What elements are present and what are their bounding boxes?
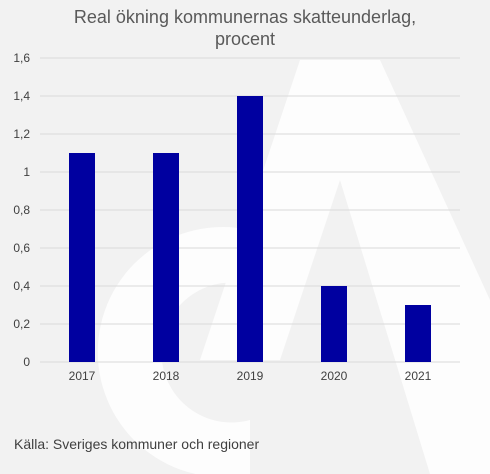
y-tick-label: 0,6 xyxy=(13,241,30,255)
x-tick-label: 2019 xyxy=(237,369,264,383)
x-tick-label: 2021 xyxy=(405,369,432,383)
bar-2018 xyxy=(153,153,179,362)
chart-title-line-1: Real ökning kommunernas skatteunderlag, xyxy=(73,7,417,27)
x-tick-label: 2017 xyxy=(69,369,96,383)
chart-title-line-2: procent xyxy=(214,29,276,49)
bar-2019 xyxy=(237,96,263,362)
bar-2021 xyxy=(405,305,431,362)
y-tick-label: 0,4 xyxy=(13,279,30,293)
x-tick-label: 2020 xyxy=(321,369,348,383)
y-tick-label: 1,2 xyxy=(13,127,30,141)
bar-2017 xyxy=(69,153,95,362)
y-tick-label: 0,8 xyxy=(13,203,30,217)
y-tick-label: 0,2 xyxy=(13,317,30,331)
y-tick-label: 0 xyxy=(23,355,30,369)
bar-2020 xyxy=(321,286,347,362)
x-tick-label: 2018 xyxy=(153,369,180,383)
y-tick-label: 1 xyxy=(23,165,30,179)
source-note: Källa: Sveriges kommuner och regioner xyxy=(14,436,260,452)
y-tick-label: 1,4 xyxy=(13,89,30,103)
y-tick-label: 1,6 xyxy=(13,51,30,65)
